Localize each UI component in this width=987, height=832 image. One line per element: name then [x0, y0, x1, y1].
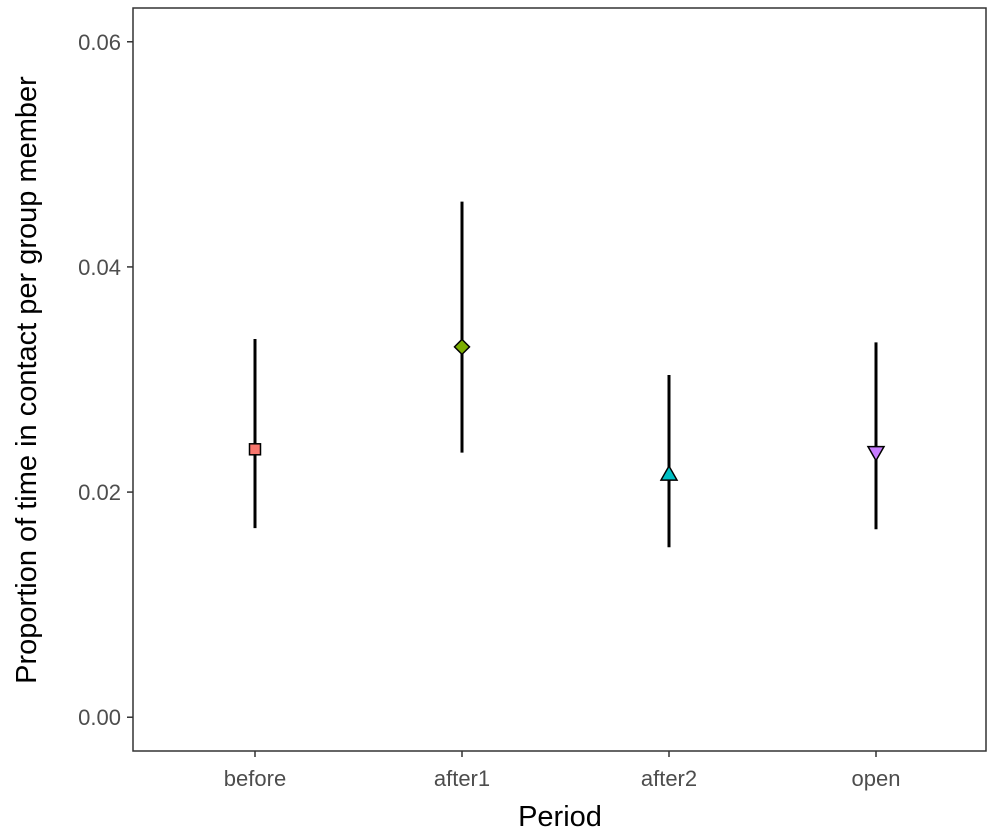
x-tick-label: after1 [434, 766, 490, 791]
y-tick-label: 0.02 [78, 480, 121, 505]
y-tick-label: 0.04 [78, 255, 121, 280]
point-after1 [453, 338, 471, 356]
y-tick-label: 0.00 [78, 705, 121, 730]
point-open [866, 445, 886, 463]
x-tick-label: after2 [641, 766, 697, 791]
x-axis-title: Period [518, 801, 602, 832]
y-axis: 0.00 0.02 0.04 0.06 [78, 30, 133, 730]
data-marks [248, 201, 886, 548]
y-axis-title: Proportion of time in contact per group … [11, 76, 43, 684]
y-tick-label: 0.06 [78, 30, 121, 55]
plot-panel [132, 7, 987, 752]
x-tick-label: before [224, 766, 286, 791]
x-axis: before after1 after2 open [224, 751, 901, 791]
x-tick-label: open [852, 766, 901, 791]
point-after2 [659, 464, 679, 481]
point-before [248, 443, 262, 456]
